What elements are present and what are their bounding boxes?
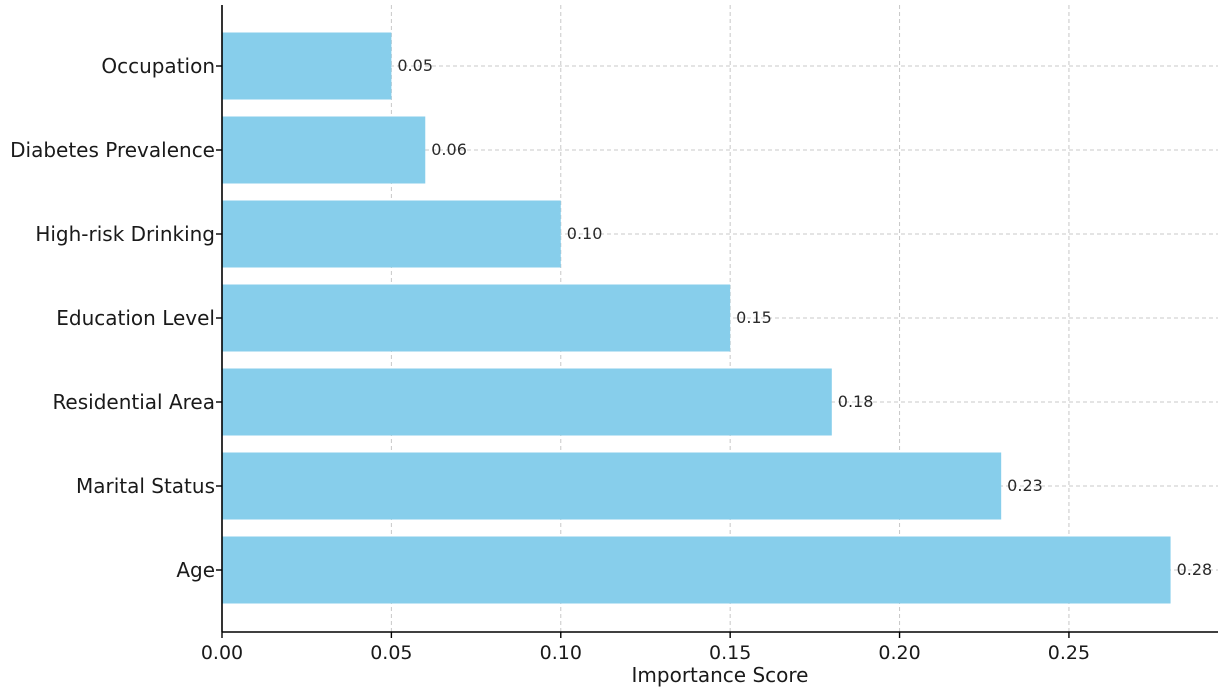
y-tick-label: High-risk Drinking xyxy=(35,222,215,246)
y-tick-label: Age xyxy=(176,558,215,582)
bar xyxy=(222,32,392,100)
x-tick-label: 0.10 xyxy=(540,642,582,664)
bar-value-label: 0.15 xyxy=(736,308,772,327)
bar-value-label: 0.10 xyxy=(567,224,603,243)
y-tick-label: Marital Status xyxy=(76,474,215,498)
x-tick-label: 0.25 xyxy=(1048,642,1090,664)
labels-layer: 0.28 0.23 0.18 0.15 0.10 0.06 0.05 Age Marital S… xyxy=(10,54,1212,664)
x-tick-label: 0.15 xyxy=(709,642,751,664)
bar xyxy=(222,452,1002,520)
x-tick-label: 0.00 xyxy=(201,642,243,664)
bar-value-label: 0.23 xyxy=(1007,476,1043,495)
bar xyxy=(222,116,426,184)
bar xyxy=(222,368,832,436)
x-tick-label: 0.20 xyxy=(878,642,920,664)
bar xyxy=(222,200,561,268)
bar-value-label: 0.05 xyxy=(397,56,433,75)
y-tick-label: Diabetes Prevalence xyxy=(10,138,215,162)
y-tick-label: Occupation xyxy=(101,54,215,78)
y-tick-label: Residential Area xyxy=(52,390,215,414)
bar-value-label: 0.06 xyxy=(431,140,467,159)
y-tick-label: Education Level xyxy=(56,306,215,330)
x-tick-label: 0.05 xyxy=(370,642,412,664)
axes-layer xyxy=(216,5,1218,638)
bar-value-label: 0.28 xyxy=(1177,560,1213,579)
bar-value-label: 0.18 xyxy=(838,392,874,411)
x-axis-title: Importance Score xyxy=(632,663,809,687)
bars-layer xyxy=(222,32,1171,604)
bar xyxy=(222,284,731,352)
bar xyxy=(222,536,1171,604)
